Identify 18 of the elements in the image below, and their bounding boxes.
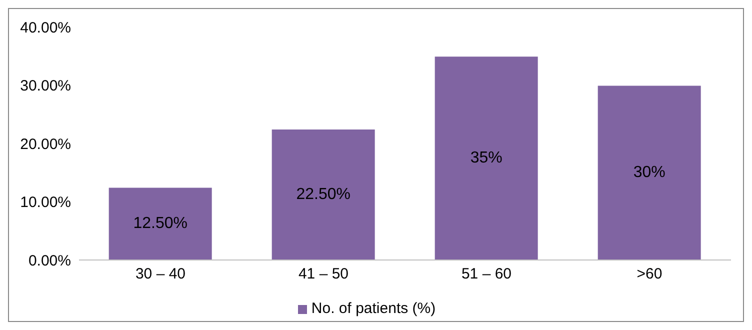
- x-tick-label: >60: [636, 266, 662, 283]
- bar: [270, 128, 376, 260]
- bar: [108, 186, 213, 260]
- bar: [434, 56, 539, 260]
- data-label: 30%: [633, 164, 666, 182]
- data-label: 22.50%: [296, 186, 350, 203]
- data-label: 35%: [470, 150, 502, 167]
- y-tick-label: 20.00%: [20, 136, 71, 153]
- x-tick-label: 41 – 50: [298, 266, 349, 283]
- x-tick-label: 51 – 60: [461, 266, 512, 283]
- y-tick-label: 0.00%: [28, 252, 71, 270]
- legend-label: No. of patients (%): [311, 300, 436, 317]
- y-tick-label: 10.00%: [20, 194, 71, 212]
- y-tick-label: 30.00%: [20, 78, 71, 95]
- bar: [596, 84, 702, 260]
- data-label: 12.50%: [133, 215, 188, 232]
- y-tick-label: 40.00%: [20, 19, 71, 36]
- x-tick-label: 30 – 40: [135, 266, 186, 283]
